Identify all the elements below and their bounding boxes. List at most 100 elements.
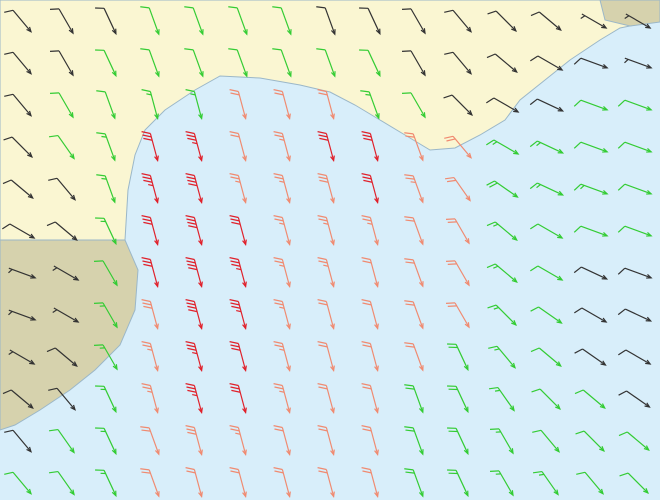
barb-feather [361, 299, 371, 303]
barb-staff [237, 91, 247, 119]
wind-barb [443, 94, 473, 116]
barb-head [111, 406, 117, 414]
barb-head [154, 113, 159, 121]
barb-head [646, 63, 653, 69]
wind-barb [317, 89, 335, 121]
barb-staff [369, 175, 379, 203]
barb-head [557, 233, 564, 239]
barb-staff [624, 225, 652, 237]
barb-staff [193, 385, 203, 413]
barb-feather [404, 258, 414, 261]
barb-feather [229, 425, 239, 429]
wind-barb [93, 344, 118, 371]
barb-feather [141, 257, 151, 261]
barb-feather [362, 176, 372, 180]
wind-barb [140, 48, 160, 78]
wind-barb [618, 390, 651, 408]
barb-half-feather [279, 306, 285, 309]
barb-feather [318, 302, 328, 306]
barb-head [602, 105, 609, 111]
wind-barb [228, 6, 248, 36]
barb-feather [617, 183, 626, 191]
barb-feather [186, 470, 196, 474]
barb-head [465, 195, 471, 202]
barb-staff [493, 139, 519, 155]
barb-staff [580, 141, 608, 153]
barb-half-feather [192, 141, 198, 145]
barb-staff [325, 259, 335, 287]
barb-feather [576, 471, 586, 475]
barb-staff [104, 133, 116, 161]
barb-head [242, 239, 247, 247]
wind-barb [489, 428, 514, 455]
wind-barb [486, 263, 518, 283]
barb-head [511, 67, 518, 73]
wind-barb [404, 342, 424, 372]
wind-barb [93, 302, 118, 329]
barb-feather [230, 302, 240, 306]
barb-staff [281, 259, 291, 287]
barb-head [643, 445, 650, 451]
wind-barb [184, 48, 204, 78]
barb-staff [193, 217, 203, 245]
wind-barb [141, 341, 159, 373]
barb-feather [274, 260, 284, 264]
barb-staff [8, 267, 36, 279]
barb-head [198, 449, 203, 457]
wind-barb [2, 389, 34, 409]
barb-feather [142, 134, 152, 138]
barb-feather [530, 223, 539, 230]
barb-feather [404, 174, 414, 177]
barb-feather [274, 176, 284, 180]
barb-head [513, 149, 520, 155]
wind-barb [617, 99, 653, 111]
barb-staff [452, 51, 472, 75]
barb-staff [367, 50, 381, 76]
wind-barb [48, 177, 76, 201]
barb-feather [405, 429, 415, 432]
barb-half-feather [236, 309, 242, 313]
barb-head [554, 446, 560, 453]
barb-staff [237, 385, 247, 413]
barb-half-feather [190, 93, 196, 96]
barb-staff [148, 7, 160, 35]
barb-head [464, 280, 470, 287]
barb-staff [192, 49, 204, 77]
barb-staff [412, 217, 424, 245]
barb-feather [142, 344, 152, 348]
barb-feather [617, 225, 626, 233]
wind-barb [273, 383, 291, 415]
wind-barb [444, 51, 472, 75]
barb-head [242, 407, 247, 415]
barb-head [511, 320, 517, 326]
barb-feather [230, 386, 240, 390]
barb-feather [404, 384, 414, 387]
wind-barb [444, 135, 472, 159]
wind-barb [447, 385, 469, 414]
barb-half-feather [279, 222, 285, 225]
barb-staff [580, 183, 608, 195]
wind-barb [140, 6, 160, 36]
barb-head [418, 365, 424, 372]
barb-head [286, 323, 291, 331]
barb-head [646, 231, 653, 237]
barb-feather [318, 92, 328, 96]
barb-feather [317, 89, 327, 93]
barb-staff [497, 387, 515, 411]
barb-feather [229, 89, 239, 93]
barb-feather [274, 386, 284, 390]
barb-staff [325, 343, 335, 371]
wind-barb [574, 348, 607, 366]
barb-feather [186, 134, 196, 138]
wind-barb [317, 467, 335, 499]
barb-head [286, 407, 291, 415]
barb-head [513, 107, 520, 113]
barb-feather [143, 179, 153, 183]
wind-barb [46, 347, 78, 367]
barb-head [198, 281, 203, 289]
barb-head [154, 197, 159, 205]
barb-half-feather [235, 432, 241, 435]
barb-staff [57, 471, 75, 495]
barb-feather [186, 176, 196, 180]
wind-barb [8, 349, 36, 365]
